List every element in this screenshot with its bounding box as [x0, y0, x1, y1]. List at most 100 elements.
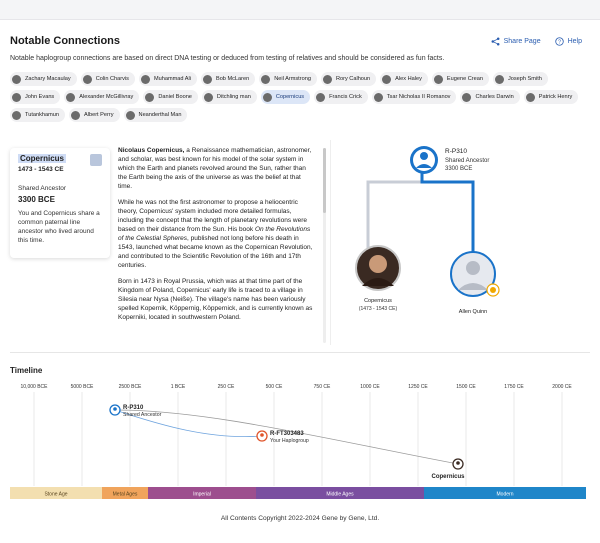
person-chip[interactable]: Ditchling man — [201, 90, 257, 104]
person-chip[interactable]: Neil Armstrong — [259, 72, 317, 86]
marker-label: Copernicus — [431, 474, 465, 480]
person-chip[interactable]: Charles Darwin — [460, 90, 520, 104]
share-page-button[interactable]: Share Page — [491, 37, 541, 46]
bio-name: Nicolaus Copernicus, — [118, 147, 185, 154]
share-page-label: Share Page — [503, 38, 541, 45]
person-chip[interactable]: Tsar Nicholas II Romanov — [371, 90, 457, 104]
person-chip[interactable]: Bob McLaren — [200, 72, 256, 86]
person-avatar-icon — [140, 74, 150, 84]
person-avatar-icon — [12, 110, 21, 120]
bio-paragraph-2: While he was not the first astronomer to… — [118, 198, 316, 270]
person-chip-label: Charles Darwin — [475, 94, 514, 100]
person-chip-label: Daniel Boone — [158, 94, 192, 100]
person-chip[interactable]: Alexander McGillivray — [64, 90, 140, 104]
timeline-marker-dot — [260, 433, 264, 437]
timeline-marker-dot — [113, 407, 117, 411]
person-chip[interactable]: Daniel Boone — [143, 90, 198, 104]
bio-scrollbar-thumb[interactable] — [323, 148, 326, 213]
era-label: Metal Ages — [113, 492, 138, 498]
person-chip[interactable]: John Evans — [10, 90, 61, 104]
person-avatar-icon — [66, 92, 76, 102]
person-avatar-icon — [12, 74, 21, 84]
person-chip-label: Francis Crick — [329, 94, 362, 100]
timeline-tick-label: 1750 CE — [504, 384, 524, 390]
era-segment — [256, 487, 424, 499]
person-chip-label: John Evans — [25, 94, 55, 100]
era-label: Imperial — [193, 492, 211, 498]
person-avatar-icon — [145, 92, 155, 102]
share-icon — [491, 37, 500, 46]
marker-haplo: R-P310 — [123, 405, 144, 411]
person-avatar-icon — [316, 92, 326, 102]
bio-p2-a: While he was not the first astronomer to… — [118, 199, 307, 233]
timeline-tick-label: 500 CE — [266, 384, 283, 390]
top-bar — [0, 0, 600, 20]
help-button[interactable]: ? Help — [554, 37, 582, 46]
timeline-path-user — [114, 409, 263, 437]
person-chip[interactable]: Zachary Macaulay — [10, 72, 77, 86]
root-year: 3300 BCE — [445, 166, 472, 172]
person-avatar-icon — [12, 92, 21, 102]
person-chip[interactable]: Colin Charvis — [80, 72, 135, 86]
bio-paragraph-1: Nicolaus Copernicus, a Renaissance mathe… — [118, 146, 316, 191]
person-chip-label: Albert Perry — [84, 112, 114, 118]
timeline-tick-label: 250 CE — [218, 384, 235, 390]
person-avatar-icon — [382, 74, 392, 84]
section-rule — [10, 352, 590, 353]
marker-label: Shared Ancestor — [123, 412, 162, 418]
person-avatar-icon — [261, 74, 271, 84]
person-chip-label: Tsar Nicholas II Romanov — [386, 94, 451, 100]
person-chip-label: Neil Armstrong — [274, 76, 311, 82]
person-avatar-icon — [322, 74, 332, 84]
person-avatar-icon — [203, 92, 213, 102]
root-haplo: R-P310 — [445, 148, 467, 155]
person-chip-label: Zachary Macaulay — [25, 76, 71, 82]
person-chip-label: Eugene Crean — [446, 76, 483, 82]
person-chip[interactable]: Tutankhamun — [10, 108, 65, 122]
timeline-tick-label: 2000 CE — [552, 384, 572, 390]
person-chip-label: Bob McLaren — [215, 76, 250, 82]
biography-text: Nicolaus Copernicus, a Renaissance mathe… — [118, 146, 316, 342]
help-icon: ? — [554, 37, 564, 46]
timeline-tick-label: 10,000 BCE — [21, 384, 49, 390]
person-chip[interactable]: Patrick Henry — [523, 90, 579, 104]
person-chip[interactable]: Rory Calhoun — [320, 72, 377, 86]
timeline-tick-label: 5000 BCE — [71, 384, 94, 390]
person-chip[interactable]: Albert Perry — [69, 108, 120, 122]
bio-p1-text: a Renaissance mathematician, astronomer,… — [118, 147, 312, 190]
bio-paragraph-3: Born in 1473 in Royal Prussia, which was… — [118, 278, 313, 321]
root-label: Shared Ancestor — [445, 158, 489, 164]
svg-text:?: ? — [558, 39, 561, 45]
era-segment — [102, 487, 148, 499]
timeline-title: Timeline — [10, 366, 43, 375]
person-chip-label: Ditchling man — [216, 94, 251, 100]
person-chip[interactable]: Eugene Crean — [431, 72, 489, 86]
card-person-name: Copernicus — [18, 154, 67, 163]
person-avatar-icon — [525, 92, 535, 102]
card-description: You and Copernicus share a common patern… — [18, 210, 100, 244]
left-dates: (1473 - 1543 CE) — [359, 306, 398, 312]
person-chip[interactable]: Muhammad Ali — [138, 72, 197, 86]
era-segment — [148, 487, 256, 499]
person-avatar-icon — [462, 92, 472, 102]
person-chip-label: Alex Haley — [395, 76, 422, 82]
person-chip[interactable]: Alex Haley — [380, 72, 428, 86]
person-chip-label: Copernicus — [275, 94, 305, 100]
footer-copyright: All Contents Copyright 2022-2024 Gene by… — [220, 515, 380, 522]
person-chip[interactable]: Francis Crick — [314, 90, 368, 104]
header-actions: Share Page ? Help — [491, 37, 582, 46]
user-icon — [420, 152, 428, 160]
notable-people-chips: Zachary Macaulay Colin Charvis Muhammad Al… — [10, 72, 590, 122]
person-chip-label: Muhammad Ali — [153, 76, 191, 82]
right-name: Allen Quinn — [459, 309, 487, 315]
timeline-marker-dot — [456, 461, 460, 465]
bio-scrollbar[interactable] — [323, 148, 326, 343]
card-person-dates: 1473 - 1543 CE — [18, 166, 64, 173]
marker-haplo: R-FT303483 — [270, 431, 304, 437]
bio-p2-b: , published not long before his death in… — [118, 235, 313, 269]
book-icon — [90, 154, 102, 166]
help-label: Help — [567, 38, 582, 45]
person-chip[interactable]: Joseph Smith — [492, 72, 548, 86]
person-chip[interactable]: Copernicus — [260, 90, 311, 104]
person-chip[interactable]: Neanderthal Man — [123, 108, 188, 122]
